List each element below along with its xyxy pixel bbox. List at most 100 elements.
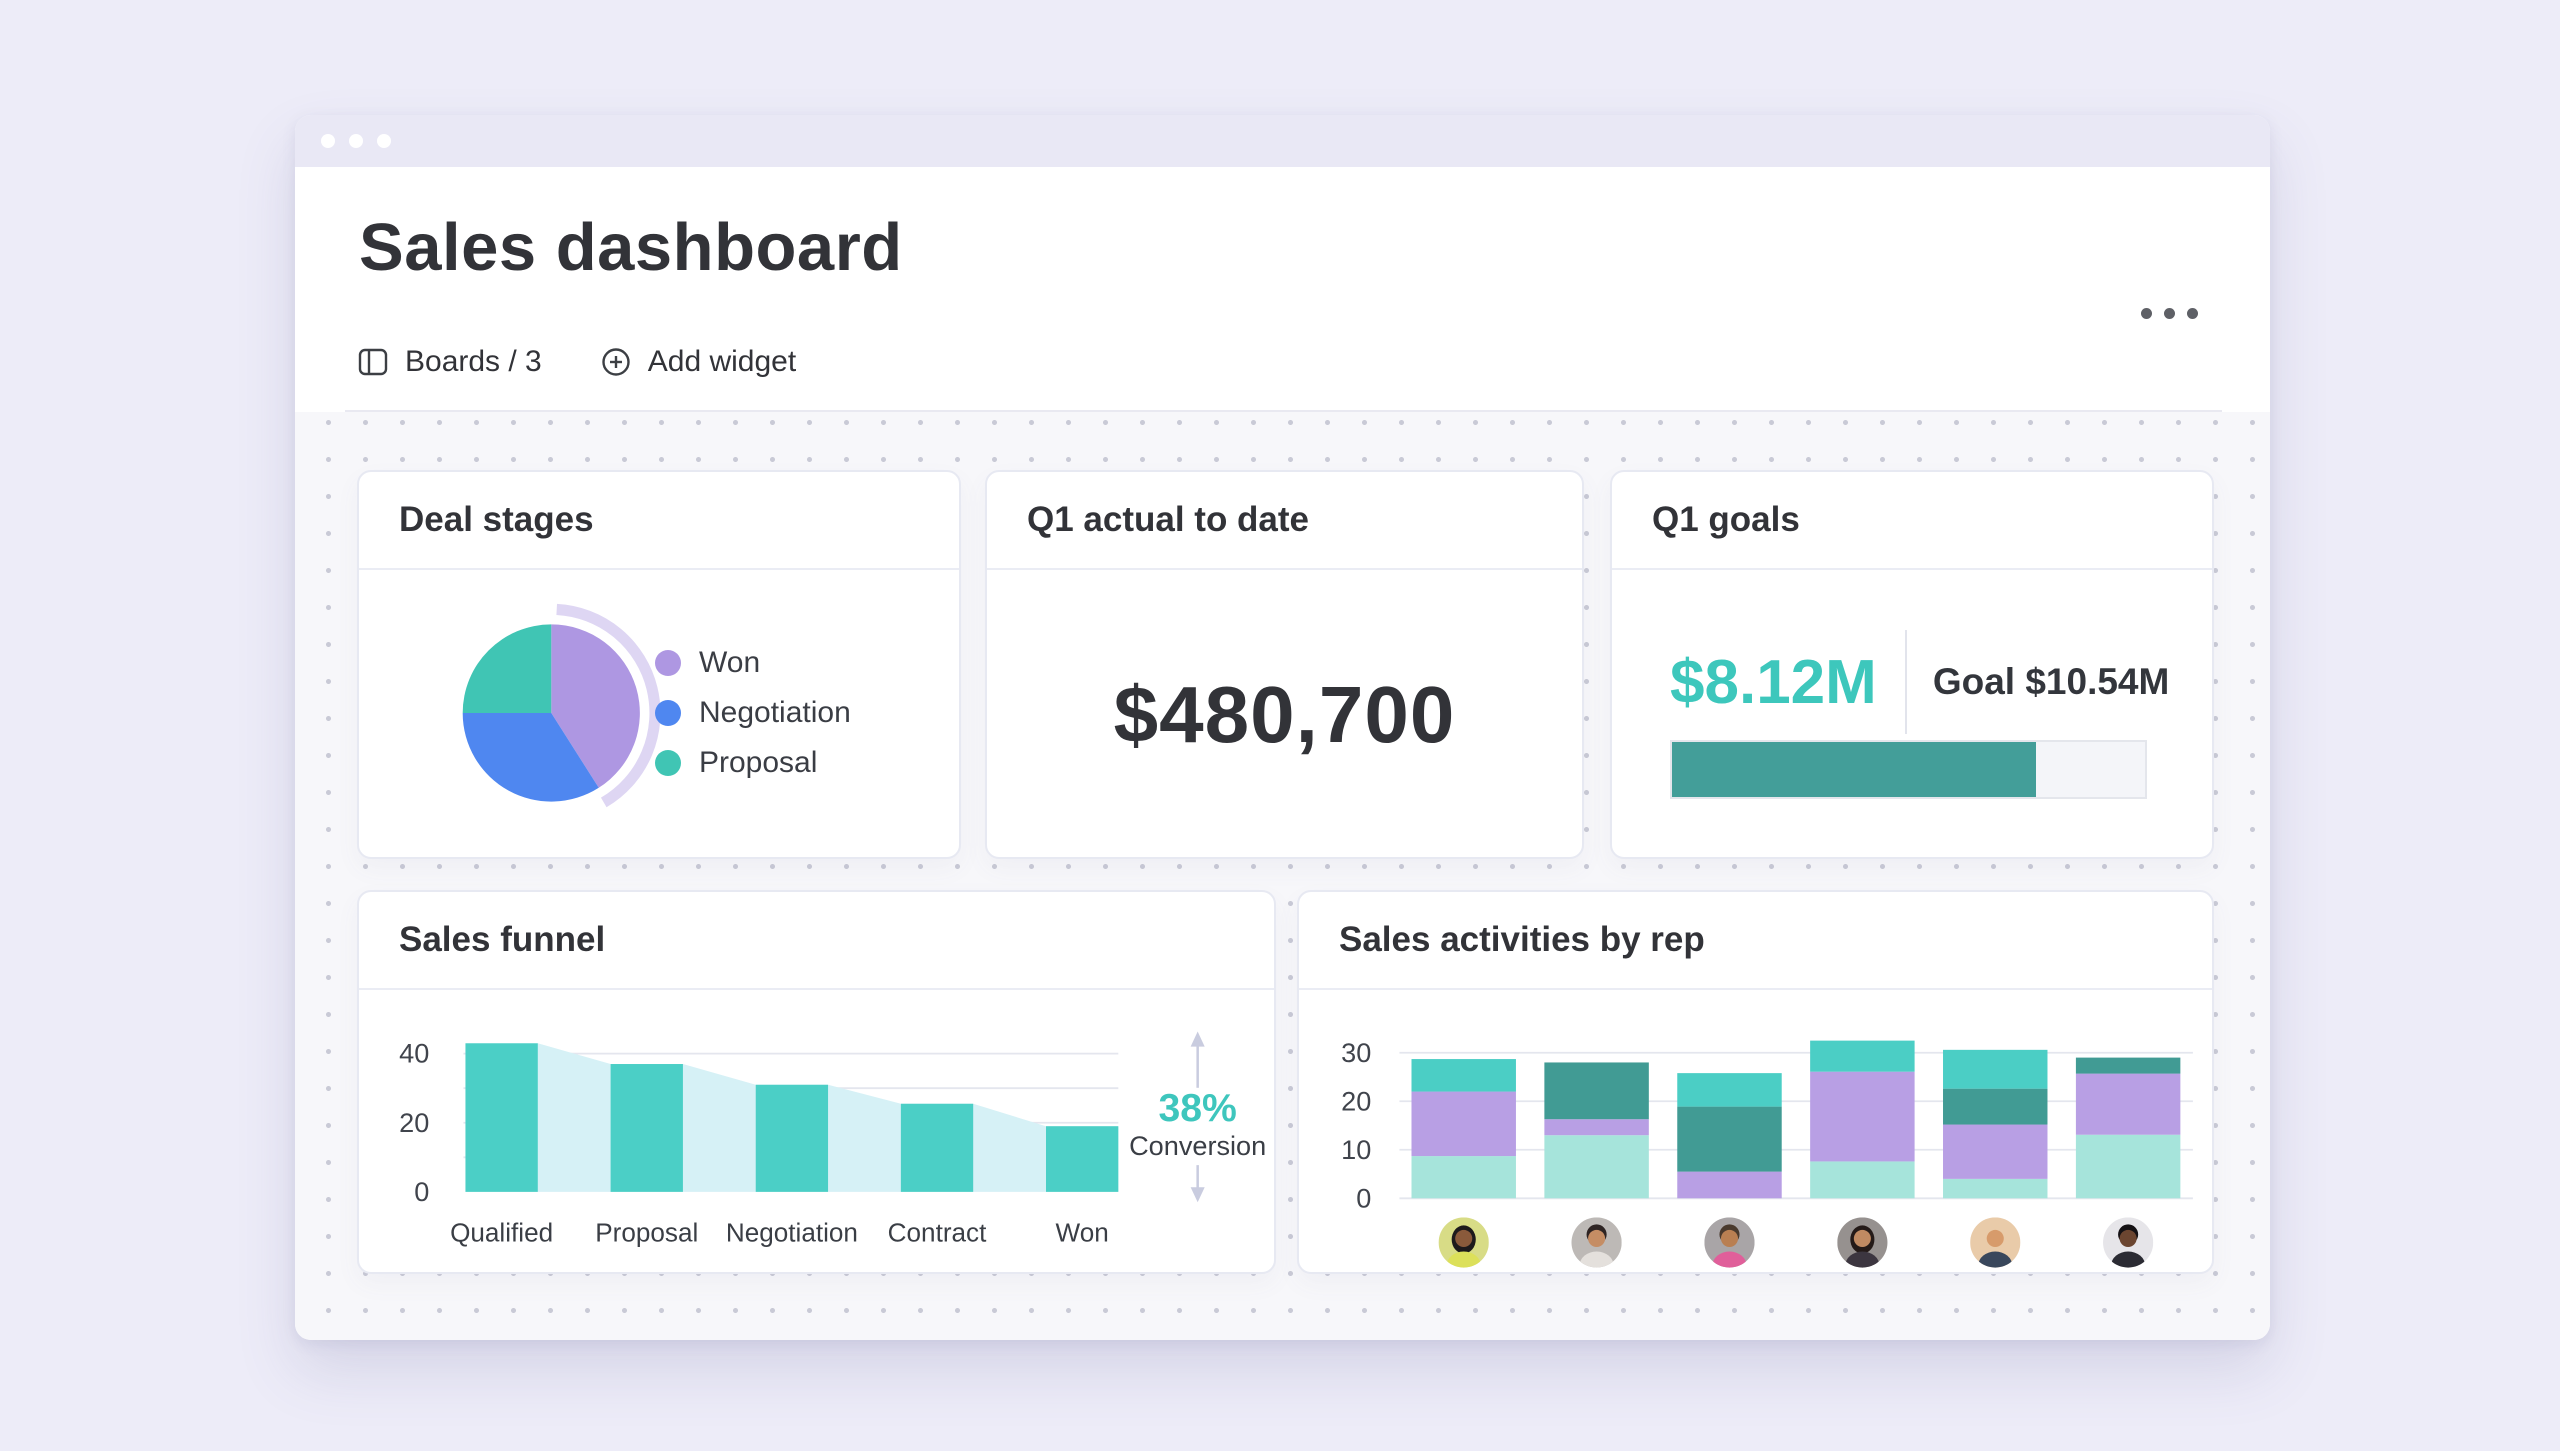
y-axis-tick: 0 <box>414 1176 429 1207</box>
y-axis-tick: 10 <box>1341 1134 1371 1165</box>
vertical-divider <box>1904 630 1907 734</box>
stack-segment-mint <box>2075 1134 2181 1199</box>
stack-segment-mint <box>1810 1161 1915 1199</box>
stack-segment-purple <box>1544 1119 1649 1136</box>
ellipsis-icon <box>2141 308 2152 319</box>
pie-chart <box>462 603 661 808</box>
goal-actual-value: $8.12M <box>1670 647 1877 717</box>
page-title: Sales dashboard <box>359 210 903 285</box>
y-axis-tick: 30 <box>1341 1037 1371 1068</box>
legend-label: Proposal <box>699 746 818 779</box>
pie-slice-negotiation <box>462 712 599 802</box>
rep-avatar <box>1704 1217 1755 1268</box>
legend-dot-negotiation <box>655 700 681 726</box>
funnel-bar-proposal <box>610 1064 683 1192</box>
goal-progress-bar <box>1670 740 2147 799</box>
add-widget-button[interactable]: Add widget <box>600 345 796 379</box>
stack-segment-purple <box>1411 1091 1516 1157</box>
legend-item: Proposal <box>655 738 851 788</box>
pie-highlight-arc <box>556 603 661 808</box>
x-axis-label: Contract <box>888 1217 987 1247</box>
widget-body: $8.12M Goal $10.54M <box>1612 572 2212 857</box>
stack-segment-teal <box>1943 1049 2048 1089</box>
goal-target-label: Goal $10.54M <box>1932 661 2170 702</box>
x-axis-label: Proposal <box>595 1217 698 1247</box>
widget-body: $480,700 <box>987 572 1582 857</box>
pie-slice-proposal <box>462 624 552 713</box>
legend-item: Negotiation <box>655 688 851 738</box>
arrow-down-icon <box>1190 1187 1205 1203</box>
goal-summary: $8.12M Goal $10.54M <box>1670 628 2172 736</box>
add-widget-label: Add widget <box>647 345 797 378</box>
widget-header: Q1 goals <box>1612 472 2212 570</box>
window-control-dot[interactable] <box>321 134 335 148</box>
widget-header: Q1 actual to date <box>987 472 1582 570</box>
y-axis-tick: 20 <box>1341 1085 1371 1116</box>
widget-sales-activities: Sales activities by rep 0 10 20 30 <box>1297 890 2214 1274</box>
more-options-button[interactable] <box>2135 302 2204 325</box>
legend-dot-won <box>655 650 681 676</box>
goal-progress-fill <box>1672 742 2037 797</box>
stack-segment-purple <box>2075 1073 2181 1135</box>
boards-label: Boards / 3 <box>405 345 542 378</box>
legend-dot-proposal <box>655 750 681 776</box>
ellipsis-icon <box>2187 308 2198 319</box>
stack-segment-teal <box>1411 1059 1516 1092</box>
conversion-value: 38% <box>1158 1087 1236 1130</box>
arrow-up-icon <box>1190 1031 1205 1047</box>
rep-avatar <box>1438 1217 1489 1268</box>
x-axis-label: Won <box>1056 1217 1109 1247</box>
funnel-bar-qualified <box>465 1043 538 1192</box>
dashboard-canvas: Deal stages Won Negotiation <box>295 412 2270 1340</box>
widget-header: Deal stages <box>359 472 959 570</box>
dashboard-header: Sales dashboard Boards / 3 <box>295 167 2270 412</box>
plus-circle-icon <box>602 348 630 376</box>
window-titlebar <box>295 115 2270 167</box>
widget-deal-stages: Deal stages Won Negotiation <box>357 470 961 859</box>
pie-slice-won <box>551 624 640 788</box>
stack-segment-teal <box>1810 1040 1915 1072</box>
board-icon <box>358 348 388 376</box>
legend-label: Negotiation <box>699 696 851 729</box>
x-axis-label: Negotiation <box>726 1217 858 1247</box>
widget-body: 0 10 20 30 <box>1299 992 2212 1272</box>
stack-segment-mint <box>1411 1156 1516 1199</box>
window-control-dot[interactable] <box>349 134 363 148</box>
stack-segment-dark_teal <box>1943 1088 2048 1125</box>
widget-q1-goals: Q1 goals $8.12M Goal $10.54M <box>1610 470 2214 859</box>
app-window: Sales dashboard Boards / 3 <box>295 115 2270 1340</box>
legend-label: Won <box>699 646 761 679</box>
window-control-dot[interactable] <box>377 134 391 148</box>
rep-avatar <box>1571 1217 1622 1268</box>
rep-avatar <box>1837 1217 1888 1268</box>
funnel-bar-negotiation <box>755 1084 829 1192</box>
rep-avatar <box>2103 1217 2154 1268</box>
boards-button[interactable]: Boards / 3 <box>357 345 542 379</box>
widget-title: Q1 actual to date <box>1027 500 1310 539</box>
legend-item: Won <box>655 638 851 688</box>
dashboard-toolbar: Boards / 3 Add widget <box>357 345 796 379</box>
y-axis-tick: 0 <box>1356 1182 1371 1213</box>
kpi-value: $480,700 <box>1113 669 1456 759</box>
widget-body: Won Negotiation Proposal <box>359 572 959 857</box>
widget-sales-funnel: Sales funnel 0 20 40 Qualified Proposal Negot… <box>357 890 1276 1274</box>
y-axis-tick: 20 <box>399 1107 429 1138</box>
widget-title: Sales funnel <box>399 920 606 959</box>
stack-segment-mint <box>1943 1178 2048 1199</box>
stacked-bar-chart: 0 10 20 30 <box>1341 1037 2193 1268</box>
widget-title: Sales activities by rep <box>1339 920 1705 959</box>
widget-title: Deal stages <box>399 500 594 539</box>
widget-q1-actual: Q1 actual to date $480,700 <box>985 470 1584 859</box>
stack-segment-dark_teal <box>1544 1062 1649 1120</box>
stack-segment-purple <box>1810 1071 1915 1162</box>
pie-legend: Won Negotiation Proposal <box>655 638 851 788</box>
funnel-bar-contract <box>900 1103 974 1192</box>
stack-segment-dark_teal <box>2075 1057 2181 1074</box>
stack-segment-purple <box>1943 1124 2048 1179</box>
stack-segment-dark_teal <box>1677 1106 1782 1172</box>
rep-avatar <box>1970 1217 2021 1268</box>
stack-segment-purple <box>1677 1171 1782 1199</box>
stack-segment-mint <box>1544 1135 1649 1199</box>
ellipsis-icon <box>2164 308 2175 319</box>
